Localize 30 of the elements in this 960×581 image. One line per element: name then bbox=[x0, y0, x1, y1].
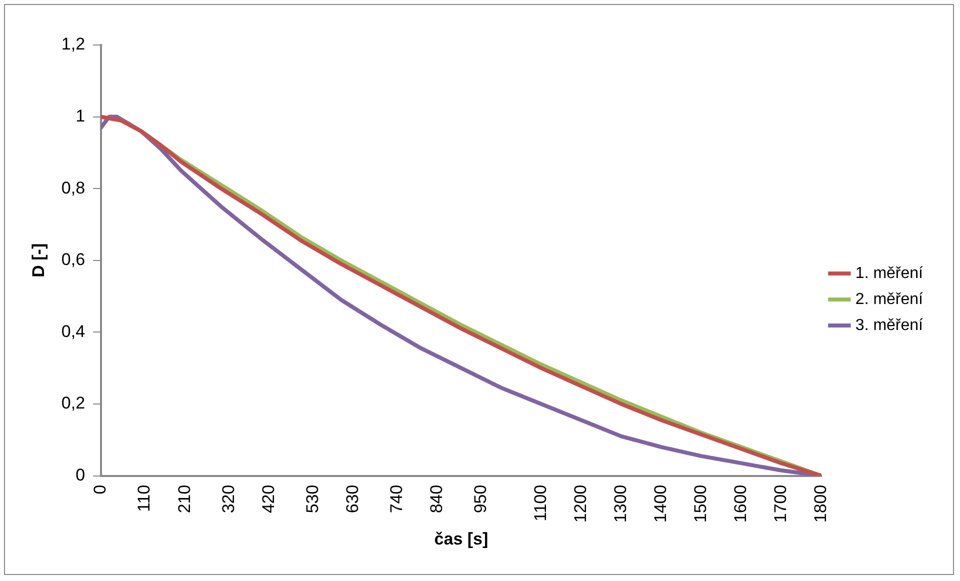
x-tick-label: 0 bbox=[90, 484, 110, 494]
y-tick-label: 0,2 bbox=[61, 394, 86, 413]
x-tick-label: 320 bbox=[218, 484, 238, 514]
x-tick-label: 1300 bbox=[610, 484, 630, 523]
y-tick-label: 0 bbox=[76, 465, 86, 484]
x-tick-label: 630 bbox=[342, 484, 362, 514]
x-tick-label: 950 bbox=[470, 484, 490, 514]
x-tick-label: 840 bbox=[426, 484, 446, 514]
y-tick-label: 0,6 bbox=[61, 250, 86, 270]
x-tick-label: 210 bbox=[174, 484, 194, 514]
x-tick-label: 1600 bbox=[731, 484, 750, 523]
x-tick-label: 420 bbox=[258, 484, 278, 514]
x-tick-label: 530 bbox=[302, 484, 322, 514]
legend-label: 2. měření bbox=[855, 290, 924, 308]
legend-label: 1. měření bbox=[855, 264, 924, 282]
x-tick-label: 1400 bbox=[651, 484, 670, 523]
x-tick-label: 1700 bbox=[771, 484, 790, 523]
y-tick-label: 1 bbox=[76, 106, 86, 126]
y-tick-label: 0,4 bbox=[61, 322, 86, 341]
x-tick-label: 1200 bbox=[570, 484, 590, 523]
y-tick-label: 0,8 bbox=[61, 178, 86, 198]
x-tick-label: 1800 bbox=[811, 484, 830, 523]
x-tick-label: 1100 bbox=[530, 484, 550, 522]
x-tick-label: 740 bbox=[386, 484, 406, 514]
legend-label: 3. měření bbox=[855, 316, 924, 334]
x-tick-label: 1500 bbox=[691, 484, 710, 523]
y-tick-label: 1,2 bbox=[61, 34, 86, 54]
y-axis-title: D [-] bbox=[28, 243, 48, 278]
x-axis-title: čas [s] bbox=[434, 529, 488, 548]
x-tick-label: 110 bbox=[134, 484, 154, 512]
